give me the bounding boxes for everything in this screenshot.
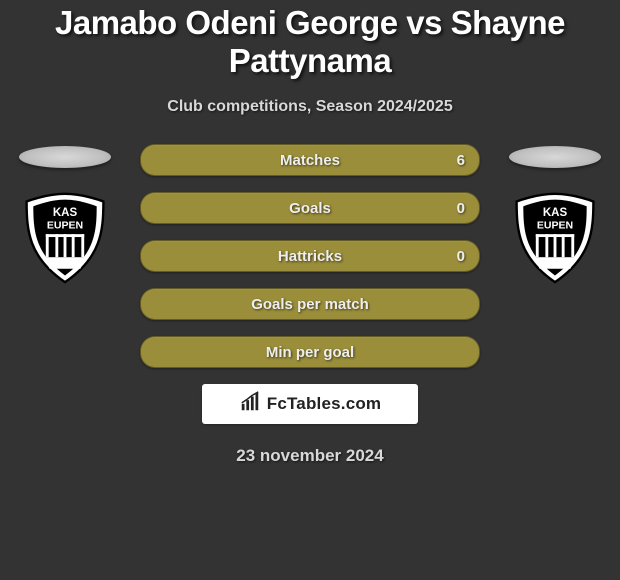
subtitle: Club competitions, Season 2024/2025 [0, 98, 620, 116]
page-title: Jamabo Odeni George vs Shayne Pattynama [0, 0, 620, 80]
player-right-placeholder [509, 146, 601, 168]
stat-row-min-per-goal: Min per goal [140, 336, 480, 368]
svg-text:KAS: KAS [543, 207, 568, 219]
player-left-club-badge: KAS EUPEN [17, 190, 113, 286]
branding-box[interactable]: FcTables.com [202, 384, 418, 424]
stat-label: Hattricks [278, 248, 342, 265]
stat-right-value: 0 [457, 200, 465, 217]
stat-row-goals: Goals 0 [140, 192, 480, 224]
stat-right-value: 0 [457, 248, 465, 265]
stat-label: Goals per match [251, 296, 369, 313]
player-right-column: KAS EUPEN [500, 144, 610, 286]
stat-label: Goals [289, 200, 331, 217]
date-line: 23 november 2024 [0, 446, 620, 466]
chart-icon [239, 391, 261, 418]
svg-text:KAS: KAS [53, 207, 78, 219]
stat-row-hattricks: Hattricks 0 [140, 240, 480, 272]
stat-label: Matches [280, 152, 340, 169]
comparison-card: Jamabo Odeni George vs Shayne Pattynama … [0, 0, 620, 580]
stat-right-value: 6 [457, 152, 465, 169]
player-right-club-badge: KAS EUPEN [507, 190, 603, 286]
stat-row-goals-per-match: Goals per match [140, 288, 480, 320]
branding-text: FcTables.com [267, 394, 382, 414]
player-left-placeholder [19, 146, 111, 168]
player-left-column: KAS EUPEN [10, 144, 120, 286]
stat-row-matches: Matches 6 [140, 144, 480, 176]
stat-rows: Matches 6 Goals 0 Hattricks 0 Goals per … [140, 144, 480, 368]
main-area: KAS EUPEN [0, 144, 620, 466]
svg-text:EUPEN: EUPEN [537, 219, 573, 231]
stat-label: Min per goal [266, 344, 354, 361]
svg-text:EUPEN: EUPEN [47, 219, 83, 231]
